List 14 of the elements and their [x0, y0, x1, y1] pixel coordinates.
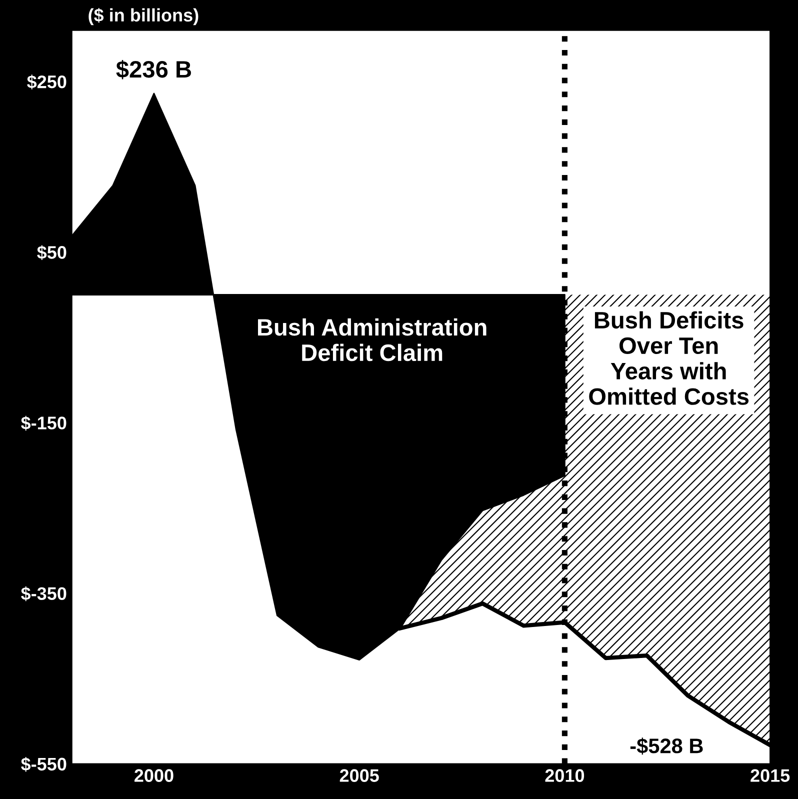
y-tick-label: $-150 [21, 416, 66, 431]
y-tick-label: $250 [27, 74, 66, 90]
annotation: $236 B [116, 60, 191, 80]
x-tick-label: 2015 [750, 769, 790, 782]
x-tick-label: 2000 [134, 769, 174, 782]
x-tick-label: 2005 [340, 769, 379, 782]
annotation: Bush Administration Deficit Claim [258, 318, 486, 362]
x-tick-label: 2010 [545, 769, 584, 782]
annotation: -$528 B [630, 738, 703, 755]
y-tick-label: $-350 [21, 586, 66, 602]
y-tick-label: $50 [37, 245, 66, 260]
y-axis-title: ($ in billions) [88, 8, 198, 26]
y-tick-label: $-550 [21, 756, 66, 772]
annotation: Bush Deficits Over Ten Years with Omitted Costs [589, 311, 749, 405]
